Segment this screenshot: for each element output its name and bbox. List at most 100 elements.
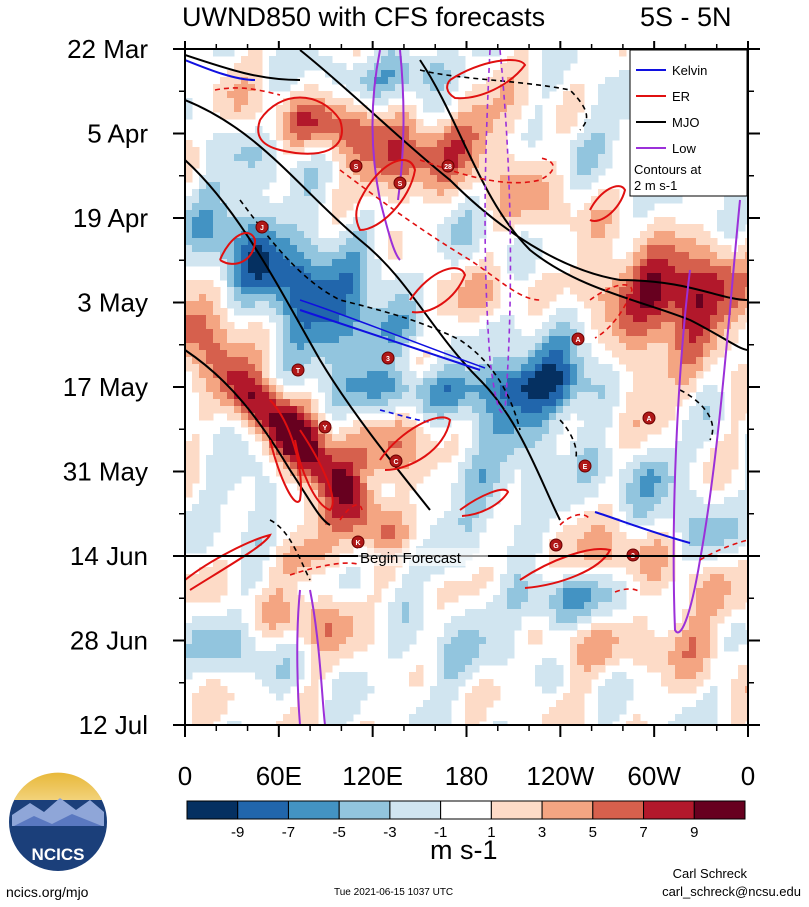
units-label: m s-1 [430,835,498,865]
cyclone-label: K [355,540,360,547]
cyclone-icon [642,411,656,425]
cyclone-icon [318,420,332,434]
colorbar-swatch [186,800,239,820]
colorbar: -9 -7 -5 -3 -1 1 3 5 7 9 [186,800,746,841]
cyclone-icon [389,454,403,468]
colorbar-swatch [643,800,695,820]
contour-line [589,284,633,339]
legend-label-er: ER [672,89,690,104]
wind-anomaly-field [185,49,748,725]
x-tick-labels: 0 60E 120E 180 120W 60W 0 [178,761,755,791]
chart-title: UWND850 with CFS forecasts [182,2,546,32]
contour-line [614,588,641,593]
logo-text: NCICS [32,845,85,864]
contour-line [269,399,302,503]
colorbar-swatch [541,800,594,820]
logo-ridge [14,814,102,826]
contour-line [339,504,363,521]
contour-line [309,589,326,725]
contour-line [239,199,521,431]
cyclone-label: Y [323,425,328,432]
colorbar-swatch [693,800,746,820]
cyclone-label: A [575,337,580,344]
cyclone-label: S [354,164,359,171]
colorbar-swatch [592,800,645,820]
cyclone-icon [349,159,363,173]
contour-line [419,69,588,131]
colorbar-label: 1 [487,824,495,841]
contour-line [379,416,452,471]
y-tick-label: 3 May [77,288,148,318]
colorbar-swatch [440,800,492,820]
cyclone-label: 28 [444,164,452,171]
x-tick-label: 60W [627,761,681,791]
y-tick-label: 12 Jul [79,710,148,740]
cyclone-icon [571,332,585,346]
contour-line [257,96,343,155]
y-tick-label: 22 Mar [67,34,148,64]
colorbar-label: 7 [639,824,647,841]
contour-line [299,299,486,369]
x-tick-label: 0 [178,761,192,791]
legend-label-kelvin: Kelvin [672,63,707,78]
cyclone-label: 3 [386,356,390,363]
cyclone-icon [255,220,269,234]
cyclone-label: J [260,225,264,232]
contour-line [185,99,561,521]
contour-line [559,419,578,461]
contour-line [594,511,691,544]
contour-line [299,309,481,371]
contour-line [185,54,301,81]
legend: Kelvin ER MJO Low Contours at 2 m s-1 [629,49,748,197]
y-tick-label: 19 Apr [73,203,149,233]
cyclone-icon [441,159,455,173]
cyclone-label: S [398,181,403,188]
contour-line [459,488,510,517]
colorbar-label: -7 [282,824,295,841]
contour-line [371,49,401,261]
contour-line [355,159,417,232]
contour-line [484,49,506,414]
contour-line [419,59,748,351]
contour-line [519,548,612,589]
legend-label-mjo: MJO [672,115,699,130]
x-tick-label: 60E [256,761,302,791]
contour-line [446,59,527,100]
colorbar-label: -1 [434,824,447,841]
contour-line [185,349,331,526]
x-tick-label: 120W [526,761,594,791]
colorbar-swatch [389,800,442,820]
y-tick-label: 17 May [63,372,148,402]
colorbar-label: 3 [538,824,546,841]
y-tick-label: 14 Jun [70,541,148,571]
contour-line [296,589,301,725]
colorbar-label: 5 [589,824,597,841]
author-email[interactable]: carl_schreck@ncsu.edu [662,884,801,899]
cyclone-label: T [296,368,301,375]
contour-line [289,562,361,576]
contour-line [589,185,627,222]
contour-line [339,169,541,301]
legend-note-1: Contours at [634,162,702,177]
colorbar-label: 9 [690,824,698,841]
contour-line [185,59,256,81]
legend-note-2: 2 m s-1 [634,178,677,193]
axis-ticks [173,41,760,737]
colorbar-label: -9 [231,824,244,841]
contour-line [679,389,714,441]
y-tick-label: 31 May [63,457,148,487]
contour-line [185,533,272,591]
cyclone-markers: SS28JAT3YACEKG2 [255,159,656,562]
logo-sky [14,772,102,800]
contour-line [699,539,748,561]
cyclone-icon [578,459,592,473]
website-link[interactable]: ncics.org/mjo [6,884,89,900]
cyclone-label: G [553,543,559,550]
y-tick-labels: 22 Mar 5 Apr 19 Apr 3 May 17 May 31 May 14 Jun… [63,34,149,740]
contour-line [672,199,741,634]
colorbar-swatch [490,800,543,820]
cyclone-label: C [393,459,398,466]
colorbar-swatch [338,800,391,820]
author-name: Carl Schreck [672,866,747,881]
